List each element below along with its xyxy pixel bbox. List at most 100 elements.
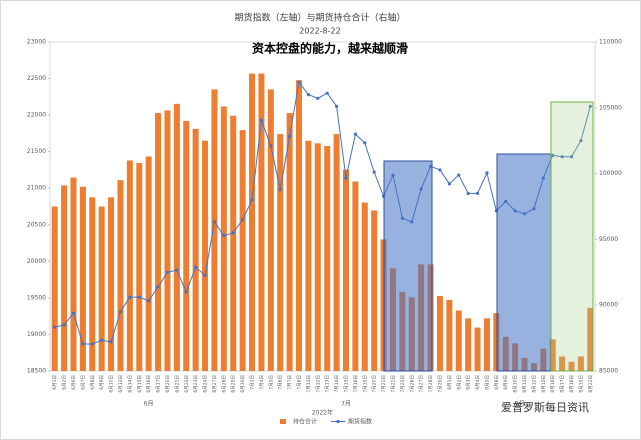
bar [324, 145, 331, 371]
bar [267, 89, 274, 371]
bar [79, 186, 86, 371]
bar [89, 197, 96, 371]
highlight-box [550, 101, 594, 372]
x-tick-label: 7月1日 [250, 375, 256, 390]
line-point [241, 218, 245, 222]
line-point [128, 295, 132, 299]
x-tick-label: 7月13日 [325, 375, 331, 393]
line-point [269, 144, 273, 148]
highlight-box [496, 153, 552, 372]
y-tick-label: 20000 [27, 258, 46, 265]
bar [314, 143, 321, 371]
x-tick-label: 8月5日 [484, 375, 490, 390]
x-tick-label: 8月2日 [456, 375, 462, 390]
bar [286, 113, 293, 372]
line-point [250, 198, 254, 202]
x-tick-label: 6月29日 [231, 375, 237, 393]
bar [352, 181, 359, 371]
x-tick-label: 7月25日 [400, 375, 406, 393]
line-point [353, 132, 357, 136]
x-tick-label: 8月3日 [466, 375, 472, 390]
bar [108, 197, 115, 371]
bar [136, 163, 143, 371]
x-tick-label: 6月17日 [156, 375, 162, 393]
legend-label: 持仓合计 [293, 418, 317, 426]
bar [436, 295, 443, 371]
x-tick-label: 7月11日 [306, 375, 312, 393]
annotation: 资本控盘的能力，越来越顺滑 [252, 41, 408, 56]
bar [145, 156, 152, 371]
line-point [100, 338, 104, 342]
bar [361, 202, 368, 371]
bar [117, 180, 124, 371]
x-tick-label: 7月4日 [259, 375, 265, 390]
line-point [222, 234, 226, 238]
bar [51, 206, 58, 371]
x-tick-label: 7月19日 [362, 375, 368, 393]
bar [155, 113, 162, 372]
x-tick-label: 6月13日 [118, 375, 124, 393]
x-tick-label: 8月17日 [560, 375, 566, 393]
x-tick-label: 6月10日 [109, 375, 115, 393]
bar [126, 160, 133, 371]
x-tick-label: 8月9日 [503, 375, 509, 390]
bar [493, 313, 500, 371]
x-tick-label: 6月15日 [137, 375, 143, 393]
line-point [316, 96, 320, 100]
line-point [438, 168, 442, 172]
line-point [212, 220, 217, 224]
x-tick-label: 6月24日 [203, 375, 209, 393]
x-tick-label: 7月15日 [343, 375, 349, 393]
line-point [137, 295, 141, 299]
bar [258, 73, 265, 372]
line-point [53, 325, 57, 329]
line-point [485, 171, 489, 175]
x-tick-label: 7月20日 [372, 375, 378, 393]
y-tick-label: 19000 [27, 331, 46, 338]
chart-title: 期货指数（左轴）与期货持仓合计（右轴） [234, 12, 405, 24]
y-tick-label: 18500 [27, 368, 46, 375]
x-tick-label: 8月10日 [513, 375, 519, 393]
bar [577, 356, 584, 371]
line-point [579, 139, 583, 143]
bar [446, 299, 453, 371]
x-tick-label: 7月8日 [297, 375, 303, 390]
line-point [184, 290, 188, 294]
x-tick-label: 7月21日 [381, 375, 387, 393]
chart-subtitle: 2022-8-22 [299, 27, 340, 36]
line-point [109, 340, 113, 344]
line-point [447, 182, 451, 186]
x-tick-label: 7月18日 [353, 375, 359, 393]
line-point [325, 91, 329, 95]
bar [455, 310, 462, 371]
x-group-label: 6月 [144, 401, 154, 408]
x-tick-label: 8月19日 [578, 375, 584, 393]
x-tick-label: 7月14日 [334, 375, 340, 393]
x-tick-label: 7月28日 [428, 375, 434, 393]
x-tick-label: 7月5日 [268, 375, 274, 390]
x-tick-label: 7月29日 [437, 375, 443, 393]
line-point [288, 134, 292, 138]
bar [98, 206, 105, 371]
bar [70, 177, 77, 371]
y2-tick-label: 100000 [599, 170, 622, 177]
y-tick-label: 22500 [27, 75, 46, 82]
bar [202, 140, 209, 371]
line-point [457, 173, 461, 177]
line-point [466, 191, 470, 195]
y2-tick-label: 95000 [599, 236, 618, 243]
bar [483, 318, 490, 371]
bar [587, 307, 594, 371]
line-point [560, 155, 564, 159]
x-tick-label: 6月9日 [99, 375, 105, 390]
line-point [71, 311, 76, 315]
x-tick-label: 6月14日 [127, 375, 133, 393]
x-tick-label: 8月16日 [550, 375, 556, 393]
line-point [147, 299, 151, 303]
legend-label: 期货指数 [348, 418, 372, 426]
line-point [278, 188, 282, 192]
x-tick-label: 6月8日 [90, 375, 96, 390]
x-tick-label: 8月4日 [475, 375, 481, 390]
plot-area [49, 41, 596, 372]
bar [164, 110, 171, 371]
